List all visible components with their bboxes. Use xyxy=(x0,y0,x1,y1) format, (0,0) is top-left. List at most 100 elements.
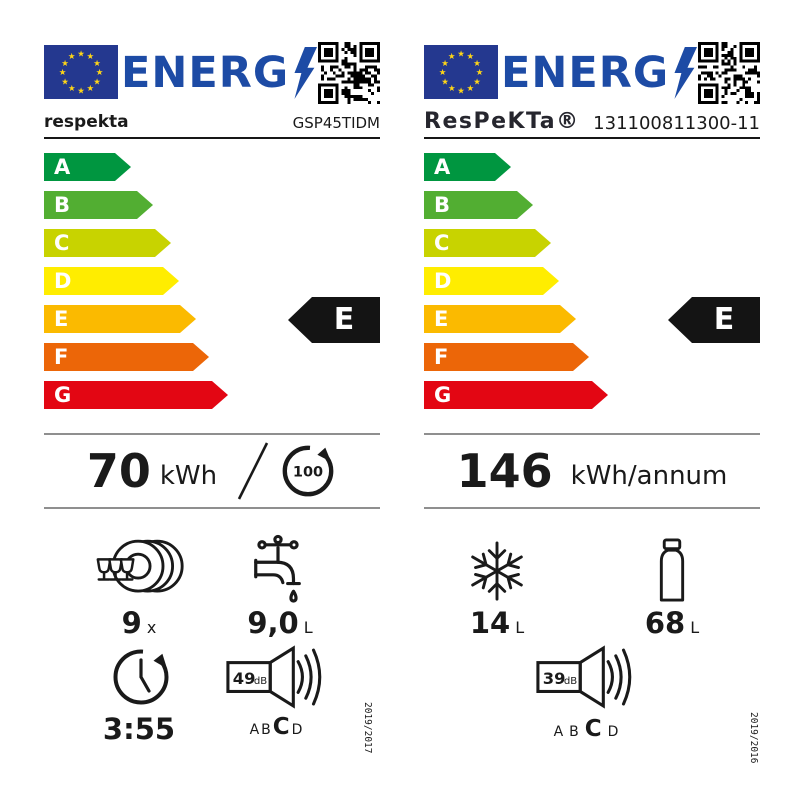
freezer-snowflake-icon xyxy=(471,541,523,601)
noise-speaker-icon: 39 dB xyxy=(536,645,632,709)
lightning-bolt-icon xyxy=(674,47,698,99)
divider xyxy=(424,433,760,435)
svg-text:★: ★ xyxy=(448,84,456,94)
svg-text:★: ★ xyxy=(441,59,449,69)
svg-text:★: ★ xyxy=(93,59,101,69)
divider xyxy=(424,507,760,509)
svg-text:★: ★ xyxy=(466,84,474,94)
scale-arrow-e: E xyxy=(44,305,196,333)
noise-class-d: D xyxy=(291,722,303,738)
water-value: 9,0 xyxy=(247,606,299,640)
svg-text:★: ★ xyxy=(476,68,484,78)
brand-name: respekta xyxy=(44,112,129,132)
header-rule xyxy=(44,137,380,139)
noise-class-c-active: C xyxy=(272,714,290,740)
rating-arrow: E xyxy=(668,297,760,343)
freezer-value: 14 xyxy=(469,606,511,640)
brand-row: ResPeKTa® 131100811300-11 xyxy=(424,106,760,136)
svg-text:★: ★ xyxy=(61,59,69,69)
energy-value: 146 xyxy=(456,444,553,498)
noise-class-scale: A B C D xyxy=(532,716,640,742)
scale-arrow-e: E xyxy=(424,305,576,333)
scale-arrow-c: C xyxy=(424,229,551,257)
eu-flag-icon: ★ ★★★★★★★★★★★ xyxy=(424,45,498,99)
qr-code-icon xyxy=(318,42,380,104)
model-number: 131100811300-11 xyxy=(593,113,760,134)
svg-text:★: ★ xyxy=(93,78,101,88)
model-number: GSP45TIDM xyxy=(292,114,380,132)
rating-arrow: E xyxy=(288,297,380,343)
svg-text:★: ★ xyxy=(86,52,94,62)
freezer-unit: L xyxy=(515,618,525,637)
svg-text:★: ★ xyxy=(473,78,481,88)
svg-text:★: ★ xyxy=(457,50,465,60)
cycles-count: 100 xyxy=(293,464,323,480)
regulation-reference: 2019/2016 xyxy=(748,712,759,764)
place-settings-value: 9 xyxy=(121,606,142,640)
energy-logo: ENERG xyxy=(501,44,698,102)
svg-text:★: ★ xyxy=(77,87,85,97)
qr-code-icon xyxy=(698,42,760,104)
scale-arrow-b: B xyxy=(424,191,533,219)
scale-arrow-a: A xyxy=(424,153,511,181)
noise-class-a: A xyxy=(553,724,564,740)
energy-logo-text: ENERG xyxy=(121,47,290,98)
svg-text:★: ★ xyxy=(86,84,94,94)
fridge-unit: L xyxy=(690,618,700,637)
energy-value: 70 xyxy=(86,444,151,498)
duration-caption: 3:55 xyxy=(64,712,214,746)
scale-arrow-f: F xyxy=(44,343,209,371)
noise-class-a: A xyxy=(249,722,260,738)
svg-text:★: ★ xyxy=(59,68,67,78)
brand-name: ResPeKTa® xyxy=(424,109,580,134)
brand-row: respekta GSP45TIDM xyxy=(44,106,380,136)
svg-text:★: ★ xyxy=(473,59,481,69)
scale-arrow-c: C xyxy=(44,229,171,257)
fridge-energy-label: ★ ★ ★ ★ ★ ★ ★ ★ ★ ★ ★ ★ ENERG ResPeKTa® 13110081130… xyxy=(424,40,760,764)
fridge-caption: 68 L xyxy=(610,606,734,640)
dishwasher-energy-label: ★ ★ ★ ★ ★ ★ ★ ★ ★ ★ ★ ★ ENERG respekta GSP45TIDM A … xyxy=(44,40,380,760)
lightning-bolt-icon xyxy=(294,47,318,99)
energy-unit: kWh/annum xyxy=(570,461,728,491)
svg-text:★: ★ xyxy=(96,68,104,78)
energy-unit: kWh xyxy=(159,461,218,491)
noise-value: 39 xyxy=(543,669,566,688)
fridge-value: 68 xyxy=(644,606,686,640)
duration-value: 3:55 xyxy=(102,712,176,746)
cycles-icon: 100 xyxy=(282,445,334,497)
noise-unit: dB xyxy=(564,676,577,687)
fridge-bottle-icon xyxy=(659,538,685,602)
energy-logo: ENERG xyxy=(121,44,318,102)
place-settings-unit: x xyxy=(146,618,157,637)
svg-text:★: ★ xyxy=(441,78,449,88)
duration-clock-icon xyxy=(113,649,169,705)
svg-text:★: ★ xyxy=(466,52,474,62)
scale-arrow-d: D xyxy=(44,267,179,295)
svg-text:★: ★ xyxy=(457,87,465,97)
noise-class-b: B xyxy=(569,724,579,740)
scale-arrow-g: G xyxy=(44,381,228,409)
divider xyxy=(44,507,380,509)
noise-speaker-icon: 49 dB xyxy=(226,645,322,709)
svg-text:★: ★ xyxy=(439,68,447,78)
freezer-caption: 14 L xyxy=(434,606,560,640)
scale-arrow-b: B xyxy=(44,191,153,219)
water-tap-icon xyxy=(254,534,301,603)
noise-unit: dB xyxy=(254,676,267,687)
svg-text:★: ★ xyxy=(68,84,76,94)
eu-flag-icon: ★ ★★★★★★★★★★★ xyxy=(44,45,118,99)
noise-value: 49 xyxy=(233,669,256,688)
divider xyxy=(44,433,380,435)
scale-arrow-g: G xyxy=(424,381,608,409)
water-unit: L xyxy=(303,618,313,637)
energy-logo-text: ENERG xyxy=(501,47,670,98)
energy-consumption: 70 kWh 100 xyxy=(44,438,380,504)
noise-class-scale: A B C D xyxy=(220,714,332,740)
regulation-reference: 2019/2017 xyxy=(362,702,373,754)
per-cycle-separator xyxy=(237,442,269,500)
water-caption: 9,0 L xyxy=(210,606,350,640)
scale-arrow-a: A xyxy=(44,153,131,181)
svg-text:★: ★ xyxy=(77,50,85,60)
noise-class-d: D xyxy=(607,724,619,740)
